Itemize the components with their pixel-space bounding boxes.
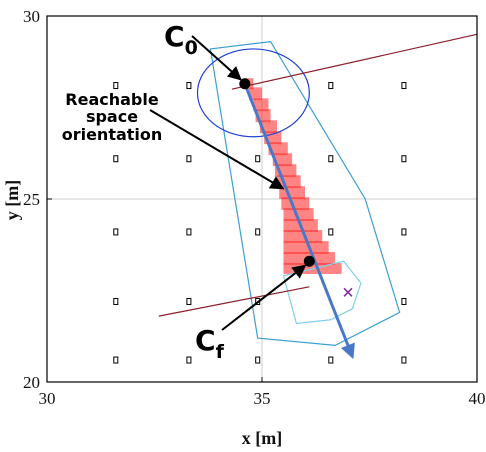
obstacle-marker — [328, 82, 334, 90]
heading-line-start — [231, 33, 478, 90]
obstacle-marker — [255, 228, 261, 236]
y-tick-label: 30 — [23, 7, 40, 26]
reachable-rect — [249, 87, 262, 101]
cf-label: Cf — [195, 324, 225, 363]
trajectory-arrow — [243, 83, 355, 360]
axis-ticks: 30 35 40 20 25 30 — [23, 7, 486, 408]
reachable-space — [244, 78, 342, 275]
region-shapes — [158, 33, 478, 360]
obstacle-marker — [328, 356, 334, 364]
y-tick-label: 25 — [23, 190, 40, 209]
obstacle-marker — [186, 297, 192, 305]
reachable-rect — [283, 241, 329, 254]
obstacle-marker — [401, 297, 407, 305]
obstacle-marker — [255, 356, 261, 364]
obstacle-marker — [186, 155, 192, 163]
heading-line-end — [158, 286, 310, 317]
x-tick-label: 35 — [254, 389, 271, 408]
obstacle-marker — [186, 82, 192, 90]
x-tick-label: 40 — [469, 389, 486, 408]
obstacle-markers — [113, 82, 407, 364]
x-tick-label: 30 — [39, 389, 56, 408]
c0-label: C0 — [164, 20, 198, 59]
cf-point — [303, 255, 315, 267]
reachable-rect — [268, 142, 288, 156]
obstacle-marker — [328, 228, 334, 236]
obstacle-marker — [328, 155, 334, 163]
c0-point — [239, 78, 251, 90]
obstacle-marker — [113, 297, 119, 305]
c0-pointer-arrow — [191, 35, 242, 81]
y-axis-label: y [m] — [2, 180, 22, 220]
reachable-rect — [283, 230, 323, 243]
cf-pointer-arrow — [221, 264, 307, 331]
small-region — [282, 260, 362, 325]
annotations: C0 Reachable space orientation Cf — [62, 20, 307, 363]
x-axis-label: x [m] — [242, 428, 282, 448]
obstacle-marker — [113, 82, 119, 90]
obstacle-marker — [401, 82, 407, 90]
obstacle-marker — [113, 155, 119, 163]
obstacle-marker — [255, 155, 261, 163]
reachable-rect — [253, 98, 269, 112]
grid — [46, 15, 478, 383]
obstacle-marker — [113, 356, 119, 364]
target-cross — [343, 287, 353, 297]
obstacle-marker — [113, 228, 119, 236]
y-tick-label: 20 — [23, 373, 40, 392]
reachable-line-2: space — [86, 107, 138, 126]
obstacle-marker — [186, 228, 192, 236]
reachable-rect — [279, 186, 305, 199]
reachable-rect — [283, 208, 314, 221]
inner-reach-circle — [196, 48, 310, 138]
points — [239, 78, 353, 297]
obstacle-marker — [401, 356, 407, 364]
obstacle-marker — [401, 155, 407, 163]
reachable-rect — [281, 197, 310, 210]
obstacle-marker — [186, 356, 192, 364]
reachable-line-1: Reachable — [65, 90, 159, 109]
reachable-pointer-arrow — [149, 109, 285, 190]
obstacle-marker — [401, 228, 407, 236]
reachable-line-3: orientation — [62, 125, 163, 144]
outer-envelope — [209, 40, 401, 347]
